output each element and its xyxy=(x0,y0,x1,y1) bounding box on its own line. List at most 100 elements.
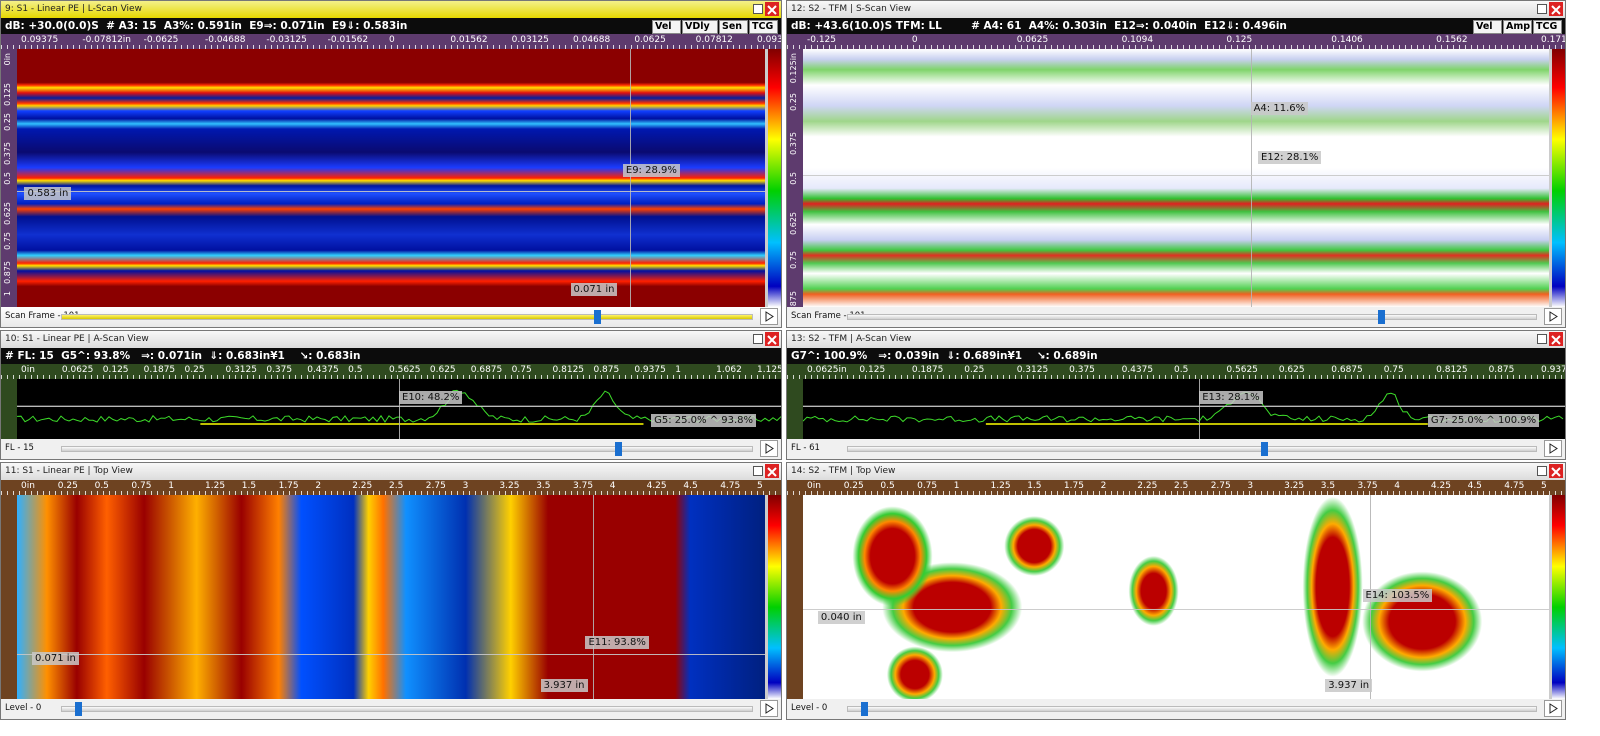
window-box xyxy=(753,334,763,344)
slider-label: FL - 15 xyxy=(5,443,34,453)
slider-thumb[interactable] xyxy=(1261,442,1268,456)
play-button[interactable] xyxy=(1544,308,1562,325)
slider-thumb[interactable] xyxy=(593,310,601,324)
slider-thumb[interactable] xyxy=(1378,310,1386,324)
ruler-label: 0 xyxy=(389,35,395,45)
left-scale xyxy=(1,495,17,699)
view-button[interactable]: Sen xyxy=(719,20,748,34)
ruler-label: 4.5 xyxy=(1467,481,1482,491)
annotation-label: E12: 28.1% xyxy=(1258,151,1322,165)
ruler-label: 1.25 xyxy=(990,481,1011,491)
ruler-label: 0.5 xyxy=(94,481,109,491)
ruler-label: 2 xyxy=(315,481,322,491)
slider-track xyxy=(847,314,1537,320)
ruler-label: 0.75 xyxy=(1383,365,1404,375)
view-button[interactable]: TCG xyxy=(1533,20,1562,34)
slider-track xyxy=(61,446,753,452)
ruler-label: -0.03125 xyxy=(266,35,307,45)
close-button[interactable] xyxy=(765,464,779,478)
ruler-label: 5 xyxy=(1541,481,1547,491)
ruler-label: 0.125 xyxy=(102,365,129,375)
annotation-label: E9: 28.9% xyxy=(622,164,680,178)
title-bar: 12: S2 - TFM | S-Scan View xyxy=(787,1,1565,18)
slider-track xyxy=(61,706,753,712)
ruler-label: 2.5 xyxy=(1174,481,1189,491)
ruler-label: 4 xyxy=(609,481,616,491)
cursor-vertical xyxy=(1250,49,1252,307)
play-button[interactable] xyxy=(760,440,778,457)
panel: 9: S1 - Linear PE | L-Scan View dB: +30.0… xyxy=(0,0,782,328)
ruler-label: 0.1719 xyxy=(1541,35,1565,45)
close-button[interactable] xyxy=(1549,332,1563,346)
close-button[interactable] xyxy=(765,332,779,346)
cursor-vertical xyxy=(399,379,400,439)
image-view: E14: 103.5% 0.040 in 3.937 in xyxy=(803,495,1549,699)
left-scale-label: 0.875 xyxy=(3,261,12,285)
annotation-label: E14: 103.5% xyxy=(1362,588,1433,602)
left-scale-label: 0.5 xyxy=(789,172,798,185)
slider-thumb[interactable] xyxy=(860,702,868,716)
ruler-label: 0.0625in xyxy=(807,365,847,375)
ruler-label: 1.75 xyxy=(1063,481,1084,491)
ruler-label: 0.25 xyxy=(964,365,985,375)
play-button[interactable] xyxy=(1544,440,1562,457)
ruler-label: 0.03125 xyxy=(511,35,549,45)
view-button[interactable]: Amp xyxy=(1503,20,1532,34)
play-button[interactable] xyxy=(1544,700,1562,717)
readout: # FL: 15 G5^: 93.8% ⇒: 0.071in ⇓: 0.683i… xyxy=(1,348,781,364)
ruler-label: 0.0625 xyxy=(61,365,94,375)
a-scan-plot: E10: 48.2% G5: 25.0% ^ 93.8% xyxy=(17,379,781,439)
ruler-label: 3.25 xyxy=(1284,481,1305,491)
readout: dB: +43.6(10.0)S TFM: LL # A4: 61 A4%: 0… xyxy=(787,18,1565,34)
ruler-label: 0.4375 xyxy=(307,365,339,375)
ruler-label: 0.8125 xyxy=(552,365,585,375)
slider-thumb[interactable] xyxy=(614,442,622,456)
ruler-label: 0.375 xyxy=(266,365,293,375)
ruler-label: -0.0625 xyxy=(143,35,179,45)
view-button[interactable]: Vel xyxy=(1473,20,1502,34)
title-bar: 14: S2 - TFM | Top View xyxy=(787,463,1565,480)
close-button[interactable] xyxy=(765,2,779,16)
image-view: E9: 28.9% 0.583 in 0.071 in xyxy=(17,49,765,307)
annotation-label: 3.937 in xyxy=(540,678,588,692)
ruler-label: 0.75 xyxy=(131,481,152,491)
ruler-label: 4.75 xyxy=(720,481,741,491)
ruler-label: -0.04688 xyxy=(205,35,246,45)
ruler-label: 5 xyxy=(757,481,763,491)
ruler-label: 1.25 xyxy=(205,481,226,491)
ruler-label: 0.5625 xyxy=(389,365,421,375)
cursor-vertical xyxy=(630,49,632,307)
ruler-label: 0.25 xyxy=(843,481,864,491)
slider-label: Level - 0 xyxy=(5,703,42,713)
ruler-label: 0.375 xyxy=(1069,365,1095,375)
ruler-label: 1 xyxy=(168,481,174,491)
ruler-label: 3.25 xyxy=(499,481,520,491)
title-bar: 11: S1 - Linear PE | Top View xyxy=(1,463,781,480)
annotation-label: E10: 48.2% xyxy=(399,391,463,404)
slider-thumb[interactable] xyxy=(74,702,82,716)
close-button[interactable] xyxy=(1549,2,1563,16)
annotation-label: E11: 93.8% xyxy=(585,635,649,649)
ruler-label: 0.0625 xyxy=(1016,35,1049,45)
ruler-label: 1.5 xyxy=(1027,481,1042,491)
cursor-horizontal xyxy=(17,406,781,407)
view-button[interactable]: TCG xyxy=(749,20,778,34)
cursor-horizontal xyxy=(803,406,1565,407)
view-button[interactable]: Vel xyxy=(652,20,681,34)
ruler-label: 0.5 xyxy=(348,365,363,375)
left-scale-label: 0.75 xyxy=(3,231,12,250)
close-button[interactable] xyxy=(1549,464,1563,478)
slider-label: Scan Frame - 101 xyxy=(5,311,80,321)
slider-bar: Scan Frame - 101 xyxy=(1,307,781,327)
left-scale xyxy=(1,379,17,439)
play-button[interactable] xyxy=(760,700,778,717)
play-button[interactable] xyxy=(760,308,778,325)
window-box xyxy=(753,4,763,14)
panel: 10: S1 - Linear PE | A-Scan View # FL: 15… xyxy=(0,330,782,460)
slider-bar: Level - 0 xyxy=(787,699,1565,719)
panel: 13: S2 - TFM | A-Scan View G7^: 100.9% ⇒:… xyxy=(786,330,1566,460)
ruler-label: 0in xyxy=(807,481,821,491)
view-button[interactable]: VDly xyxy=(682,20,718,34)
ruler-label: 0.25 xyxy=(184,365,205,375)
image-view: A4: 11.6% E12: 28.1% xyxy=(803,49,1549,307)
